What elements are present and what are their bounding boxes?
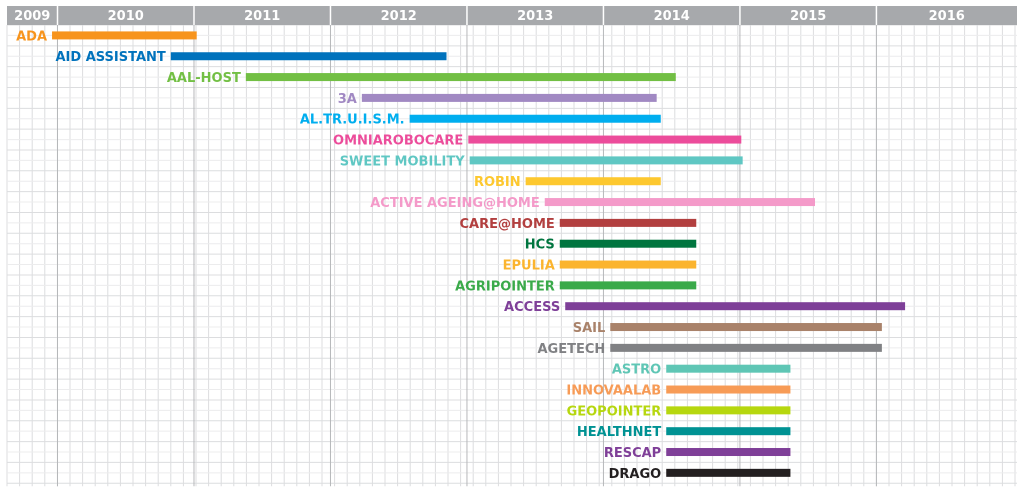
task-bar bbox=[610, 343, 882, 352]
task-bar bbox=[361, 93, 657, 102]
task-label: EPULIA bbox=[503, 259, 555, 274]
year-tick-label: 2016 bbox=[929, 9, 965, 24]
task-bar bbox=[468, 135, 742, 144]
task-bar bbox=[409, 114, 661, 123]
task-label: ACCESS bbox=[504, 300, 560, 315]
task-label: DRAGO bbox=[609, 467, 662, 482]
task-bar bbox=[559, 239, 697, 248]
task-bar bbox=[559, 218, 697, 227]
task-label: ROBIN bbox=[474, 175, 521, 190]
task-label: ACTIVE AGEING@HOME bbox=[370, 196, 540, 211]
year-tick-label: 2015 bbox=[790, 9, 826, 24]
task-label: AGRIPOINTER bbox=[455, 279, 555, 294]
task-bar bbox=[610, 323, 882, 332]
header-band bbox=[7, 6, 1017, 25]
year-header: 2009 2010 2011 2012 2013 2014 2015 2016 bbox=[7, 6, 1017, 25]
task-bar bbox=[469, 156, 743, 165]
task-label: GEOPOINTER bbox=[567, 404, 662, 419]
year-tick-label: 2009 bbox=[14, 9, 50, 24]
task-bar bbox=[559, 260, 697, 269]
year-tick-label: 2013 bbox=[517, 9, 553, 24]
year-tick-label: 2011 bbox=[244, 9, 280, 24]
task-label: RESCAP bbox=[604, 446, 661, 461]
task-bar bbox=[544, 198, 815, 207]
task-label: SWEET MOBILITY bbox=[340, 154, 466, 169]
grid bbox=[6, 6, 1017, 487]
task-bar bbox=[565, 302, 906, 311]
task-label: 3A bbox=[338, 92, 357, 107]
year-tick-label: 2014 bbox=[654, 9, 690, 24]
task-label: CARE@HOME bbox=[460, 217, 555, 232]
task-label: INNOVAALAB bbox=[566, 384, 661, 399]
task-label: OMNIAROBOCARE bbox=[333, 134, 463, 149]
year-tick-label: 2010 bbox=[108, 9, 144, 24]
task-bar bbox=[559, 281, 697, 290]
task-bar bbox=[245, 73, 676, 82]
task-bar bbox=[666, 406, 791, 415]
task-label: AID ASSISTANT bbox=[55, 50, 165, 65]
task-bar bbox=[525, 177, 661, 186]
task-label: AL.TR.U.I.S.M. bbox=[300, 113, 405, 128]
task-label: ADA bbox=[16, 29, 47, 44]
task-label: AAL-HOST bbox=[167, 71, 241, 86]
task-bar bbox=[666, 385, 791, 394]
task-label: HEALTHNET bbox=[577, 425, 661, 440]
task-bar bbox=[170, 52, 447, 61]
task-bar bbox=[666, 427, 791, 436]
task-bar bbox=[52, 31, 197, 40]
task-label: SAIL bbox=[573, 321, 606, 336]
task-label: AGETECH bbox=[537, 342, 605, 357]
task-bar bbox=[666, 364, 791, 373]
task-label: HCS bbox=[525, 238, 555, 253]
year-tick-label: 2012 bbox=[381, 9, 417, 24]
task-label: ASTRO bbox=[612, 363, 661, 378]
task-bar bbox=[666, 468, 791, 477]
task-bar bbox=[666, 448, 791, 457]
